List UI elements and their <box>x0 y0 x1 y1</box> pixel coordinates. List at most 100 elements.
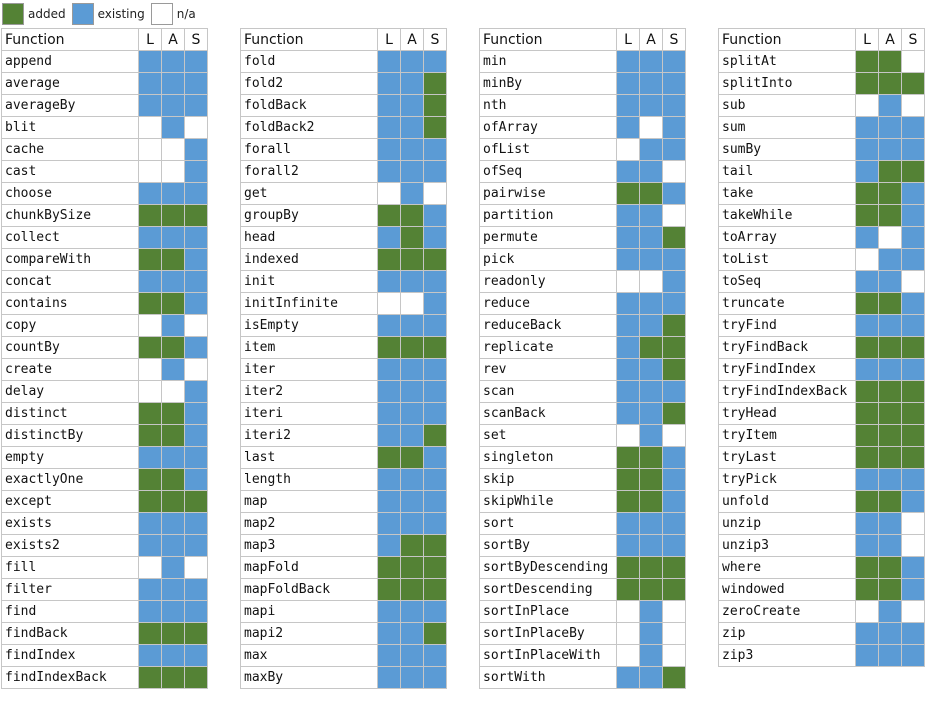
status-cell-l <box>616 138 640 161</box>
status-cell-s <box>184 336 208 359</box>
function-name: cache <box>1 138 139 161</box>
status-cell-a <box>161 556 185 579</box>
status-cell-l <box>616 666 640 689</box>
status-cell-l <box>616 380 640 403</box>
status-cell-a <box>161 534 185 557</box>
status-cell-l <box>138 556 162 579</box>
function-name: tryFindIndex <box>718 358 856 381</box>
status-cell-a <box>878 116 902 139</box>
function-name: sortDescending <box>479 578 617 601</box>
status-cell-a <box>878 226 902 249</box>
status-cell-a <box>878 512 902 535</box>
function-name: partition <box>479 204 617 227</box>
status-cell-l <box>377 270 401 293</box>
status-cell-l <box>138 336 162 359</box>
status-cell-a <box>878 336 902 359</box>
table-row: forall2 <box>240 160 447 183</box>
status-cell-s <box>662 380 686 403</box>
table-row: forall <box>240 138 447 161</box>
function-name: pairwise <box>479 182 617 205</box>
function-name: zeroCreate <box>718 600 856 623</box>
status-cell-l <box>855 292 879 315</box>
table-row: rev <box>479 358 686 381</box>
function-name: toArray <box>718 226 856 249</box>
status-cell-l <box>855 116 879 139</box>
function-name: indexed <box>240 248 378 271</box>
table-header-row: Function L A S <box>1 28 208 51</box>
function-name: mapFold <box>240 556 378 579</box>
status-cell-a <box>161 600 185 623</box>
status-cell-a <box>400 314 424 337</box>
table-row: mapi <box>240 600 447 623</box>
status-cell-l <box>377 138 401 161</box>
status-cell-s <box>901 622 925 645</box>
status-cell-l <box>138 402 162 425</box>
table-row: get <box>240 182 447 205</box>
function-name: rev <box>479 358 617 381</box>
status-cell-l <box>855 50 879 73</box>
status-cell-l <box>616 644 640 667</box>
function-name: mapi2 <box>240 622 378 645</box>
column-header-l: L <box>377 28 401 51</box>
function-name: windowed <box>718 578 856 601</box>
status-cell-s <box>901 600 925 623</box>
status-cell-l <box>377 226 401 249</box>
function-name: sortByDescending <box>479 556 617 579</box>
table-row: sortDescending <box>479 578 686 601</box>
status-cell-s <box>184 402 208 425</box>
status-cell-l <box>138 50 162 73</box>
table-row: partition <box>479 204 686 227</box>
function-name: map3 <box>240 534 378 557</box>
legend-swatch-existing <box>71 3 94 25</box>
status-cell-a <box>878 644 902 667</box>
status-cell-a <box>400 490 424 513</box>
status-cell-l <box>855 402 879 425</box>
status-cell-l <box>855 446 879 469</box>
function-name: iteri2 <box>240 424 378 447</box>
status-cell-s <box>423 534 447 557</box>
status-cell-s <box>901 468 925 491</box>
function-name: compareWith <box>1 248 139 271</box>
table-row: max <box>240 644 447 667</box>
status-cell-l <box>377 556 401 579</box>
status-cell-l <box>855 314 879 337</box>
status-cell-l <box>377 578 401 601</box>
status-cell-s <box>423 182 447 205</box>
status-cell-l <box>855 182 879 205</box>
status-cell-a <box>400 644 424 667</box>
function-name: tail <box>718 160 856 183</box>
status-cell-l <box>616 292 640 315</box>
status-cell-s <box>901 160 925 183</box>
status-cell-l <box>377 490 401 513</box>
status-cell-a <box>400 380 424 403</box>
status-cell-s <box>184 182 208 205</box>
function-name: exactlyOne <box>1 468 139 491</box>
status-cell-a <box>400 622 424 645</box>
table-row: item <box>240 336 447 359</box>
status-cell-s <box>662 534 686 557</box>
function-name: minBy <box>479 72 617 95</box>
table-row: choose <box>1 182 208 205</box>
table-row: minBy <box>479 72 686 95</box>
status-cell-a <box>639 578 663 601</box>
status-cell-l <box>377 468 401 491</box>
function-name: except <box>1 490 139 513</box>
status-cell-s <box>184 204 208 227</box>
function-name: append <box>1 50 139 73</box>
status-cell-l <box>855 380 879 403</box>
function-name: sumBy <box>718 138 856 161</box>
table-row: tryFind <box>718 314 925 337</box>
status-cell-l <box>616 116 640 139</box>
table-row: reduce <box>479 292 686 315</box>
function-name: fill <box>1 556 139 579</box>
function-name: sub <box>718 94 856 117</box>
status-cell-s <box>423 622 447 645</box>
status-cell-s <box>901 578 925 601</box>
table-row: empty <box>1 446 208 469</box>
function-name: forall2 <box>240 160 378 183</box>
table-row: tail <box>718 160 925 183</box>
status-cell-l <box>616 446 640 469</box>
status-cell-a <box>161 138 185 161</box>
table-row: singleton <box>479 446 686 469</box>
status-cell-l <box>138 622 162 645</box>
